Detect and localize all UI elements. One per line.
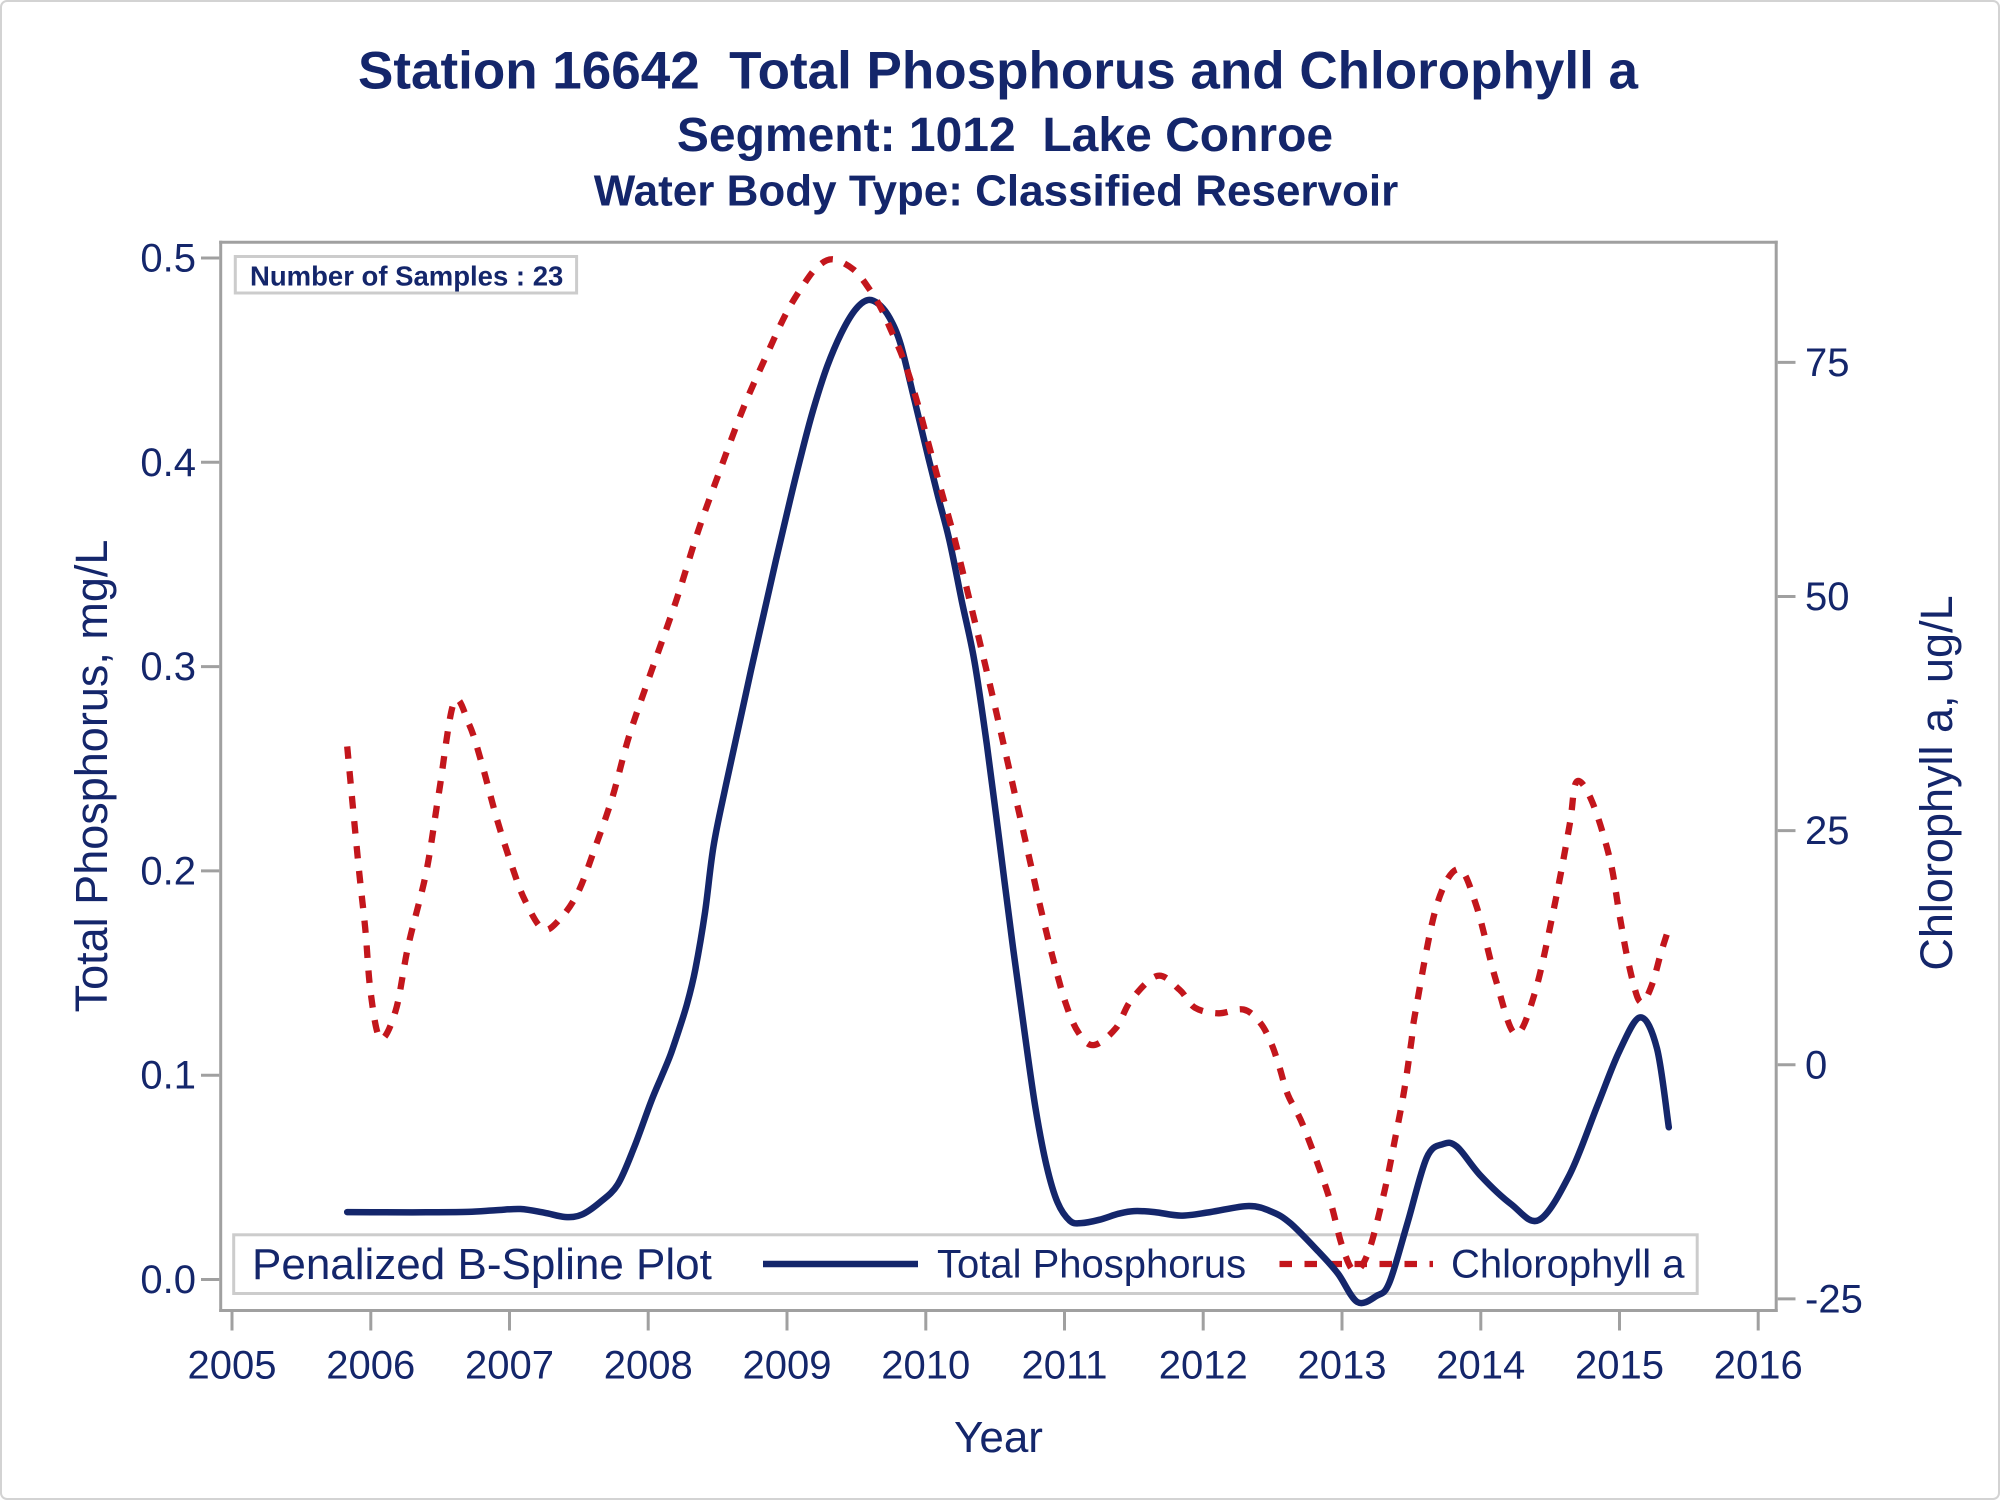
svg-text:0.1: 0.1: [140, 1054, 196, 1098]
svg-text:2010: 2010: [881, 1344, 970, 1388]
svg-text:Penalized B-Spline Plot: Penalized B-Spline Plot: [252, 1240, 712, 1289]
svg-text:0.3: 0.3: [140, 645, 196, 689]
svg-text:2014: 2014: [1436, 1344, 1525, 1388]
svg-text:Segment: 1012 Lake Conroe: Segment: 1012 Lake Conroe: [677, 109, 1333, 162]
svg-text:2006: 2006: [326, 1344, 415, 1388]
svg-text:2008: 2008: [604, 1344, 693, 1388]
svg-text:Chlorophyll a: Chlorophyll a: [1451, 1243, 1685, 1287]
svg-text:2013: 2013: [1298, 1344, 1387, 1388]
svg-text:2011: 2011: [1021, 1344, 1107, 1388]
svg-text:2015: 2015: [1575, 1344, 1664, 1388]
svg-text:0.4: 0.4: [140, 441, 196, 485]
svg-text:2005: 2005: [188, 1344, 277, 1388]
svg-text:2016: 2016: [1714, 1344, 1803, 1388]
svg-text:2012: 2012: [1159, 1344, 1248, 1388]
svg-text:Year: Year: [954, 1413, 1043, 1462]
svg-text:25: 25: [1805, 809, 1850, 853]
svg-text:75: 75: [1805, 341, 1850, 385]
svg-text:50: 50: [1805, 575, 1850, 619]
svg-text:0.2: 0.2: [140, 849, 196, 893]
svg-text:Water Body Type: Classified Re: Water Body Type: Classified Reservoir: [594, 167, 1398, 216]
svg-text:0: 0: [1805, 1043, 1827, 1087]
svg-text:Total Phosphorus, mg/L: Total Phosphorus, mg/L: [66, 540, 117, 1013]
svg-text:2007: 2007: [465, 1344, 554, 1388]
svg-text:Number of Samples : 23: Number of Samples : 23: [250, 261, 563, 292]
svg-text:Total Phosphorus: Total Phosphorus: [937, 1243, 1246, 1287]
svg-text:0.0: 0.0: [140, 1258, 196, 1302]
svg-text:Station 16642 Total Phosphoru: Station 16642 Total Phosphorus and Chlor…: [358, 42, 1639, 101]
svg-text:0.5: 0.5: [140, 237, 196, 281]
svg-text:Chlorophyll a, ug/L: Chlorophyll a, ug/L: [1911, 595, 1962, 970]
svg-text:-25: -25: [1805, 1277, 1863, 1321]
svg-text:2009: 2009: [743, 1344, 832, 1388]
